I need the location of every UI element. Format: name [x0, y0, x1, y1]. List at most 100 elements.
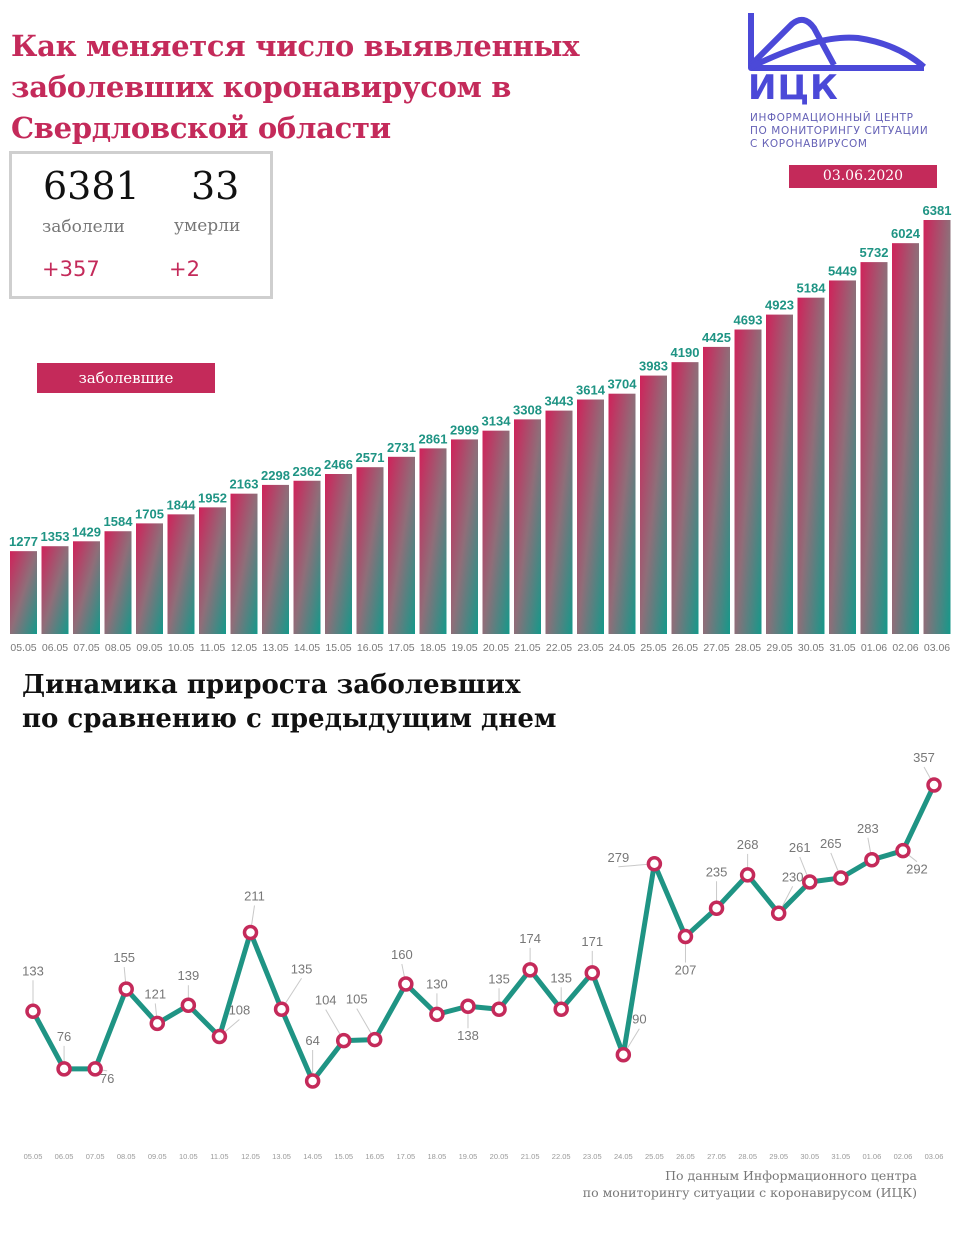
x-axis-tick: 21.05	[514, 642, 540, 654]
bar	[734, 329, 762, 634]
x-axis-tick: 23.05	[583, 1152, 602, 1161]
x-axis-tick: 17.05	[396, 1152, 415, 1161]
point-value-label: 64	[305, 1033, 319, 1048]
bar	[514, 419, 541, 634]
cumulative-cases-bar-chart: 1277 05.05 1353 06.05 1429 07.05 1584 08.05 1705…	[9, 203, 952, 654]
logo-subtitle: ИНФОРМАЦИОННЫЙ ЦЕНТР ПО МОНИТОРИНГУ СИТУ…	[750, 112, 929, 150]
data-point-marker	[739, 867, 756, 883]
x-axis-tick: 30.05	[800, 1152, 819, 1161]
point-value-label: 160	[391, 947, 413, 962]
x-axis-tick: 12.05	[231, 642, 257, 654]
bar	[608, 393, 636, 634]
x-axis-tick: 07.05	[73, 642, 99, 654]
x-axis-tick: 25.05	[640, 642, 666, 654]
x-axis-tick: 28.05	[735, 642, 761, 654]
point-value-label: 174	[519, 931, 541, 946]
bar	[104, 531, 132, 634]
bar-value-label: 4190	[671, 345, 700, 360]
bar	[923, 220, 951, 634]
point-value-label: 235	[706, 864, 728, 879]
bar-value-label: 1952	[198, 490, 227, 505]
bar-value-label: 4693	[734, 313, 763, 328]
bar-value-label: 2466	[324, 457, 353, 472]
bar	[671, 362, 699, 634]
bar-value-label: 3983	[639, 359, 668, 374]
data-point-marker	[677, 928, 694, 945]
bar-value-label: 5184	[797, 281, 827, 296]
x-axis-tick: 27.05	[703, 642, 729, 654]
data-point-marker	[926, 777, 942, 793]
bar	[451, 439, 478, 634]
data-point-marker	[615, 1046, 632, 1063]
data-point-marker	[56, 1061, 72, 1077]
bar	[860, 262, 888, 634]
logo-abbreviation: ИЦК	[748, 68, 839, 108]
data-point-marker	[273, 1001, 290, 1018]
x-axis-tick: 15.05	[334, 1152, 353, 1161]
x-axis-tick: 26.05	[676, 1152, 695, 1161]
bar-value-label: 1705	[135, 506, 164, 521]
bar	[10, 551, 37, 634]
x-axis-tick: 01.06	[862, 1152, 881, 1161]
bar	[199, 507, 226, 634]
x-axis-tick: 16.05	[357, 642, 383, 654]
x-axis-tick: 10.05	[168, 642, 194, 654]
cases-label: заболели	[42, 217, 125, 237]
point-value-label: 133	[22, 963, 44, 978]
x-axis-tick: 18.05	[420, 642, 446, 654]
x-axis-tick: 14.05	[303, 1152, 322, 1161]
date-badge: 03.06.2020	[789, 165, 937, 188]
point-value-label: 130	[426, 976, 448, 991]
bar-value-label: 5449	[828, 263, 857, 278]
x-axis-tick: 20.05	[490, 1152, 509, 1161]
bar-value-label: 4425	[702, 330, 731, 345]
data-point-marker	[304, 1073, 321, 1089]
bar	[230, 493, 258, 634]
bar	[419, 448, 447, 634]
x-axis-tick: 05.05	[10, 642, 36, 654]
data-point-marker	[149, 1015, 166, 1032]
bar-value-label: 1429	[72, 524, 101, 539]
bar-value-label: 3443	[545, 394, 574, 409]
point-value-label: 357	[913, 750, 935, 765]
bar	[136, 523, 163, 634]
x-axis-tick: 24.05	[609, 642, 635, 654]
bar-value-label: 1584	[104, 514, 134, 529]
bar	[262, 484, 289, 634]
daily-growth-title: Динамика прироста заболевших по сравнени…	[22, 670, 557, 734]
bar-value-label: 2999	[450, 422, 479, 437]
x-axis-tick: 02.06	[894, 1152, 913, 1161]
data-point-marker	[460, 998, 476, 1014]
x-axis-tick: 19.05	[459, 1152, 478, 1161]
bar	[293, 480, 321, 634]
x-axis-tick: 15.05	[325, 642, 351, 654]
x-axis-tick: 22.05	[546, 642, 572, 654]
bar-value-label: 3614	[576, 383, 606, 398]
x-axis-tick: 13.05	[262, 642, 288, 654]
x-axis-tick: 22.05	[552, 1152, 571, 1161]
title-line: Как меняется число выявленных	[11, 29, 580, 63]
bar-value-label: 6381	[923, 203, 952, 218]
data-point-marker	[553, 1001, 569, 1018]
point-value-label: 108	[229, 1003, 251, 1018]
x-axis-tick: 08.05	[117, 1152, 136, 1161]
x-axis-tick: 14.05	[294, 642, 320, 654]
bar-value-label: 4923	[765, 298, 794, 313]
x-axis-tick: 25.05	[645, 1152, 664, 1161]
x-axis-tick: 28.05	[738, 1152, 757, 1161]
x-axis-tick: 11.05	[200, 642, 226, 654]
point-value-label: 268	[737, 837, 759, 852]
data-point-marker	[895, 842, 911, 859]
data-point-marker	[180, 997, 197, 1013]
bar-value-label: 2298	[261, 468, 290, 483]
x-axis-tick: 30.05	[798, 642, 824, 654]
bar	[388, 456, 415, 634]
point-value-label: 104	[315, 993, 337, 1008]
point-value-label: 90	[632, 1012, 646, 1027]
growth-line	[30, 783, 937, 1084]
x-axis-tick: 31.05	[831, 1152, 850, 1161]
data-point-marker	[25, 1003, 41, 1020]
point-value-label: 279	[608, 850, 630, 865]
point-value-label: 155	[113, 950, 135, 965]
data-point-marker	[833, 870, 849, 886]
